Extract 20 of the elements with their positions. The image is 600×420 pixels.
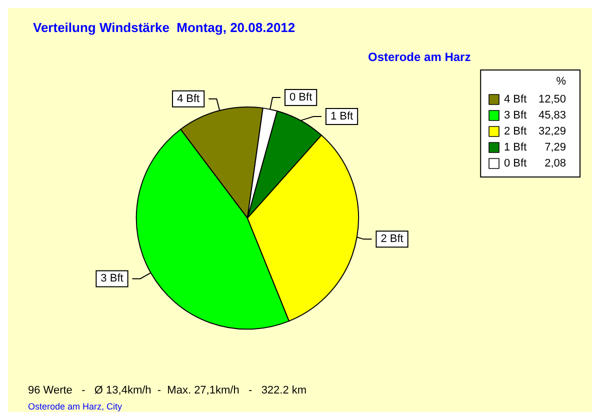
- data-label: 7,29: [544, 142, 566, 154]
- data-label: 12,50: [538, 94, 566, 106]
- slice-label: 4 Bft: [176, 92, 200, 105]
- text: Osterode am Harz, City: [28, 402, 123, 412]
- text: 96 Werte - Ø 13,4km/h - Max. 27,1km/h - 322.2 km: [28, 384, 307, 396]
- legend-label: 1 Bft: [504, 142, 527, 154]
- data-label: 2,08: [544, 158, 566, 170]
- legend-label: 2 Bft: [504, 126, 527, 138]
- data-label: 45,83: [538, 110, 566, 122]
- data-label: 32,29: [538, 126, 566, 138]
- legend-title: %: [556, 76, 566, 88]
- slice-label: 0 Bft: [289, 92, 312, 104]
- slice-label: 2 Bft: [380, 233, 404, 246]
- slice-label: 1 Bft: [330, 110, 354, 123]
- legend-label: 3 Bft: [504, 110, 527, 122]
- chart-subtitle: Osterode am Harz: [368, 50, 471, 64]
- legend-label: 0 Bft: [504, 158, 527, 170]
- chart-title: Verteilung Windstärke Montag, 20.08.2012: [33, 20, 296, 35]
- legend-label: 4 Bft: [504, 94, 527, 106]
- slice-label: 3 Bft: [100, 272, 124, 285]
